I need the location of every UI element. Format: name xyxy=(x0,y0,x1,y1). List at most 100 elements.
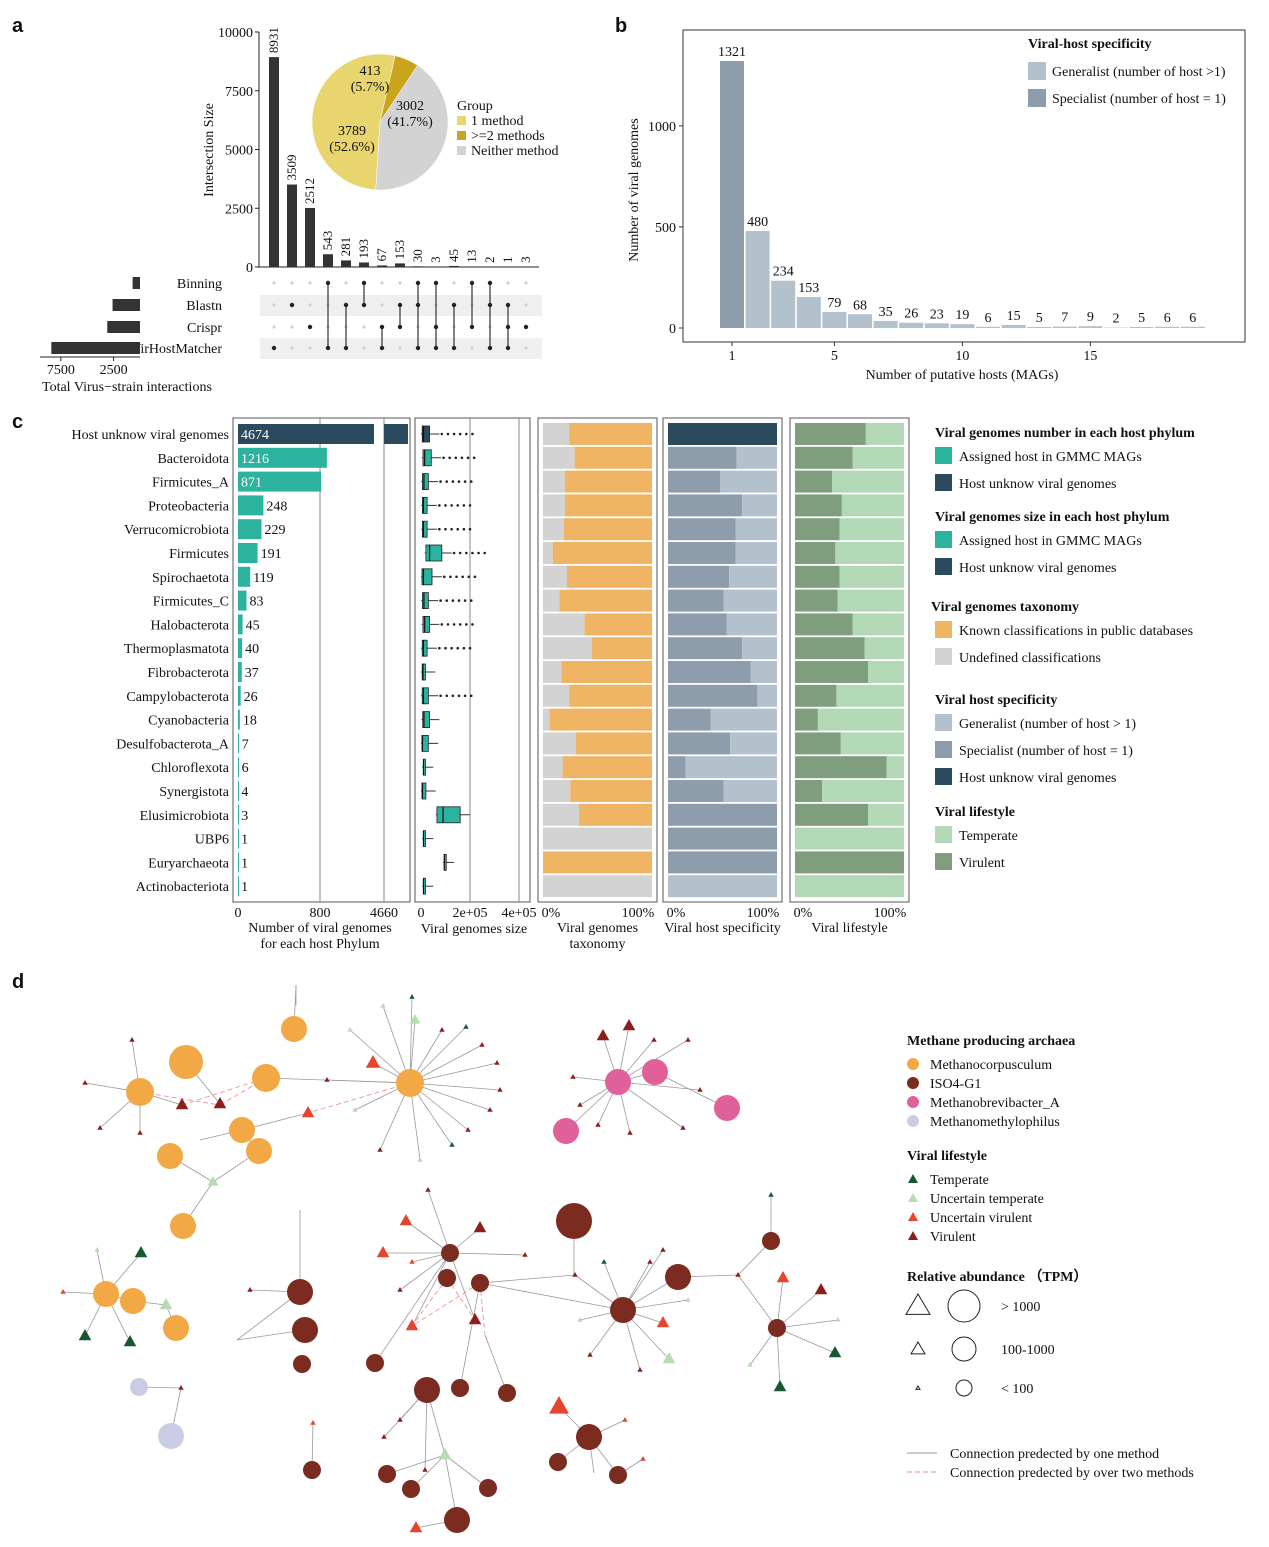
c-size-outlier xyxy=(444,646,447,650)
c-size-outlier xyxy=(439,599,442,602)
c-specificity-tick-label: 100% xyxy=(747,906,780,921)
d-virus-node xyxy=(577,1317,583,1322)
b-bar xyxy=(1001,324,1026,328)
d-edge-multi xyxy=(307,1082,411,1114)
c-specificity-segment xyxy=(668,470,721,493)
d-host-node xyxy=(169,1045,203,1079)
c-count-axis-label: Number of viral genomes for each host Phy… xyxy=(248,921,391,952)
c-taxonomy-segment xyxy=(543,661,562,683)
c-taxonomy-segment xyxy=(570,780,652,802)
a-y-tick-label: 5000 xyxy=(225,144,253,159)
c-specificity-segment xyxy=(668,446,737,469)
c-lifestyle-segment xyxy=(852,446,904,469)
c-phylum-label: Halobacterota xyxy=(150,618,229,633)
c-size-outlier xyxy=(451,694,455,698)
c-size-outlier xyxy=(467,575,471,579)
c-lifestyle-segment xyxy=(795,827,904,850)
c-size-outlier xyxy=(468,646,472,650)
d-legend-abundance-circle xyxy=(947,1289,981,1323)
d-legend-archaea-label: Methanomethylophilus xyxy=(930,1115,1060,1130)
c-legend-label: Host unknow viral genomes xyxy=(959,477,1116,492)
c-size-outlier xyxy=(462,504,466,507)
a-matrix-dot-empty xyxy=(362,346,366,350)
a-matrix-dot-filled xyxy=(433,280,439,286)
c-taxonomy-tick-label: 0% xyxy=(542,906,561,921)
d-virus-node xyxy=(549,1396,569,1414)
d-virus-node xyxy=(622,1417,628,1422)
d-virus-node xyxy=(587,1352,593,1357)
d-host-node xyxy=(714,1095,740,1121)
c-count-value-label: 1 xyxy=(241,856,248,871)
d-legend-archaea-swatch xyxy=(907,1058,919,1070)
c-specificity-segment xyxy=(668,423,777,445)
c-legend-label: Temperate xyxy=(959,829,1018,844)
a-matrix-dot-filled xyxy=(451,302,457,308)
c-count-value-label: 83 xyxy=(250,595,264,610)
c-count-value-label: 229 xyxy=(264,523,285,538)
c-size-outlier xyxy=(450,527,453,531)
c-legend-title: Viral host specificity xyxy=(935,693,1057,708)
panel-label-b: b xyxy=(615,15,627,37)
c-size-outlier xyxy=(471,432,474,436)
c-taxonomy-segment xyxy=(543,780,571,802)
c-legend-label: Assigned host in GMMC MAGs xyxy=(959,534,1142,549)
d-legend-abundance-triangle xyxy=(915,1385,921,1390)
a-matrix-dot-filled xyxy=(289,302,295,308)
c-size-axis-label: Viral genomes size xyxy=(421,922,527,937)
c-count-bar xyxy=(238,471,322,492)
a-y-axis-label: Intersection Size xyxy=(202,103,217,197)
d-virus-node xyxy=(310,1420,316,1425)
c-size-outlier xyxy=(483,551,487,555)
c-count-value-label: 40 xyxy=(245,642,259,657)
c-taxonomy-segment xyxy=(584,613,652,636)
d-edge xyxy=(409,996,413,1084)
c-taxonomy-segment xyxy=(569,423,652,445)
d-host-node xyxy=(549,1453,567,1471)
a-set-size-bar xyxy=(107,321,140,333)
b-bar xyxy=(745,230,770,328)
c-size-outlier xyxy=(455,575,458,579)
c-specificity-segment xyxy=(723,589,777,612)
b-legend-title: Viral-host specificity xyxy=(1028,37,1152,52)
c-phylum-label: Elusimicrobiota xyxy=(140,809,230,824)
c-specificity-segment xyxy=(757,684,777,707)
d-virus-node xyxy=(409,1259,415,1264)
c-taxonomy-segment xyxy=(543,589,560,612)
d-virus-node xyxy=(397,1287,403,1292)
c-size-outlier xyxy=(468,527,472,531)
c-specificity-segment xyxy=(730,732,777,755)
d-edge xyxy=(409,1082,501,1091)
c-taxonomy-segment xyxy=(574,446,652,469)
c-size-outlier xyxy=(450,504,453,507)
d-legend-abundance-label: < 100 xyxy=(1001,1382,1033,1397)
c-size-box xyxy=(421,639,428,657)
d-edge-multi xyxy=(411,1277,448,1327)
d-host-node xyxy=(768,1319,786,1337)
c-phylum-label: Chloroflexota xyxy=(151,761,230,776)
c-count-bar xyxy=(238,590,247,611)
d-host-node xyxy=(414,1377,440,1403)
d-edge xyxy=(409,1062,498,1084)
c-legend-swatch xyxy=(935,558,952,575)
c-lifestyle-segment xyxy=(841,494,904,517)
d-edge xyxy=(409,1082,491,1111)
c-specificity-segment xyxy=(668,589,724,612)
d-host-node xyxy=(451,1379,469,1397)
d-virus-node xyxy=(159,1298,173,1310)
d-legend-archaea-label: Methanocorpusculum xyxy=(930,1058,1052,1073)
d-legend-abundance-circle xyxy=(955,1379,973,1397)
c-size-outlier xyxy=(471,623,474,626)
c-size-outlier xyxy=(454,456,458,460)
d-host-node xyxy=(402,1480,420,1498)
c-count-value-label: 6 xyxy=(242,761,249,776)
panel-label-d: d xyxy=(12,971,24,993)
d-edge xyxy=(479,1274,576,1284)
b-bar-value-label: 6 xyxy=(985,311,992,326)
d-edge xyxy=(459,1282,481,1389)
d-virus-node xyxy=(647,1259,653,1264)
c-count-bar-broken xyxy=(384,424,408,444)
c-lifestyle-segment xyxy=(795,518,840,541)
d-edge xyxy=(776,1327,836,1354)
d-edge xyxy=(776,1319,839,1329)
c-taxonomy-segment xyxy=(564,494,652,517)
